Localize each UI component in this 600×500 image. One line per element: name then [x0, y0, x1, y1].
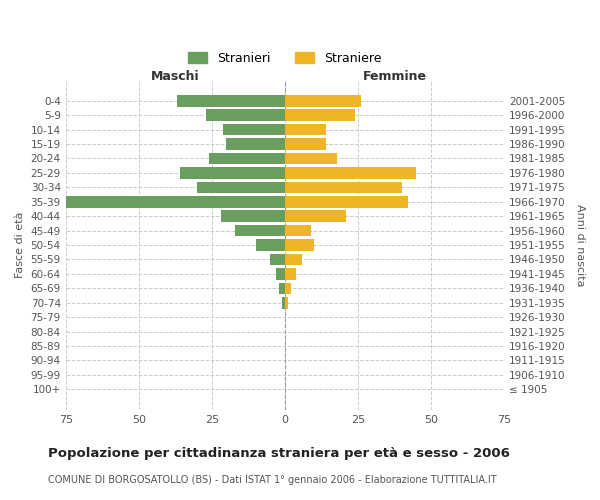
Bar: [223, 124, 285, 136]
Bar: [285, 182, 401, 193]
Bar: [256, 240, 285, 251]
Bar: [285, 240, 314, 251]
Bar: [282, 297, 285, 308]
Bar: [285, 297, 288, 308]
Text: COMUNE DI BORGOSATOLLO (BS) - Dati ISTAT 1° gennaio 2006 - Elaborazione TUTTITAL: COMUNE DI BORGOSATOLLO (BS) - Dati ISTAT…: [48, 475, 497, 485]
Text: Popolazione per cittadinanza straniera per età e sesso - 2006: Popolazione per cittadinanza straniera p…: [48, 447, 510, 460]
Bar: [285, 254, 302, 265]
Bar: [276, 268, 285, 280]
Y-axis label: Anni di nascita: Anni di nascita: [575, 204, 585, 286]
Bar: [285, 196, 407, 207]
Bar: [176, 95, 285, 106]
Bar: [65, 196, 285, 207]
Bar: [285, 110, 355, 121]
Bar: [285, 268, 296, 280]
Bar: [206, 110, 285, 121]
Bar: [285, 167, 416, 178]
Bar: [285, 124, 326, 136]
Bar: [235, 225, 285, 236]
Y-axis label: Fasce di età: Fasce di età: [15, 212, 25, 278]
Bar: [197, 182, 285, 193]
Bar: [221, 210, 285, 222]
Bar: [226, 138, 285, 150]
Bar: [270, 254, 285, 265]
Bar: [285, 138, 326, 150]
Bar: [285, 152, 337, 164]
Bar: [285, 282, 290, 294]
Bar: [209, 152, 285, 164]
Bar: [179, 167, 285, 178]
Text: Femmine: Femmine: [362, 70, 427, 84]
Text: Maschi: Maschi: [151, 70, 200, 84]
Bar: [279, 282, 285, 294]
Bar: [285, 95, 361, 106]
Bar: [285, 210, 346, 222]
Bar: [285, 225, 311, 236]
Legend: Stranieri, Straniere: Stranieri, Straniere: [183, 46, 386, 70]
